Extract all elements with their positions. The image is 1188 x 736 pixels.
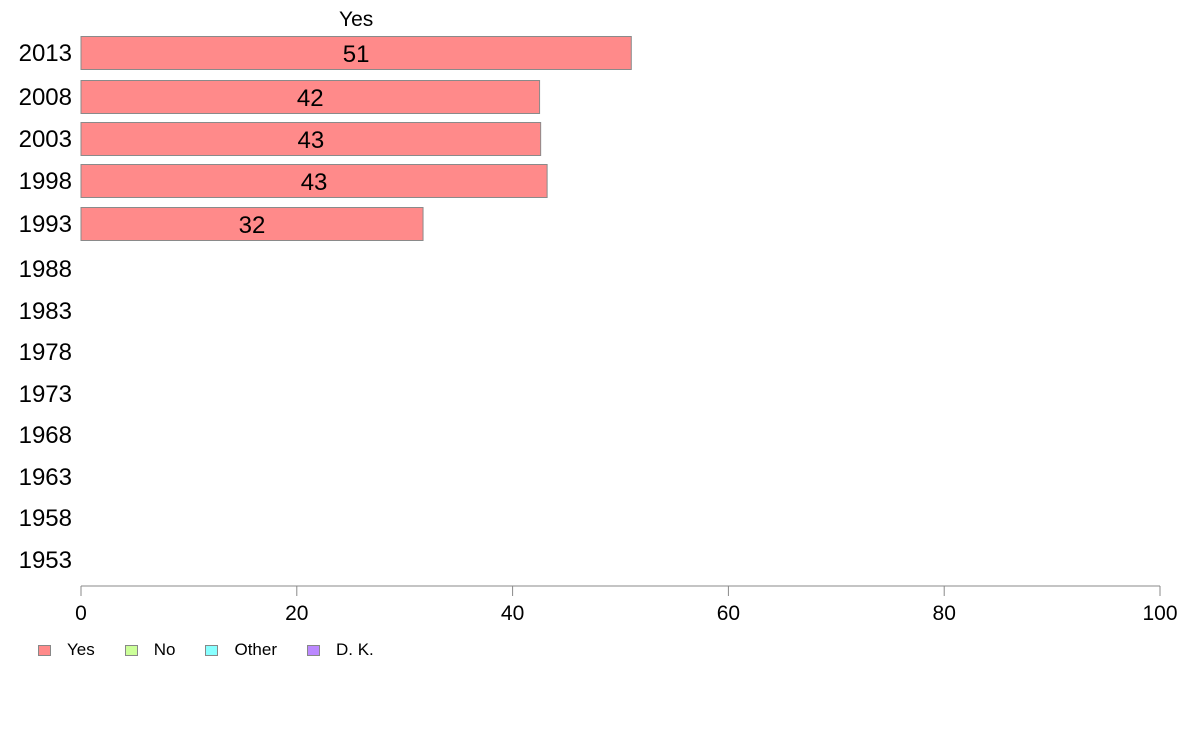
top-label: Yes xyxy=(339,8,373,31)
legend-item-dk: D. K. xyxy=(307,640,374,660)
bar xyxy=(80,122,542,156)
y-tick-label: 1968 xyxy=(19,422,72,449)
legend-item-yes: Yes xyxy=(38,640,95,660)
x-tick-label: 0 xyxy=(75,602,87,625)
legend-swatch-other xyxy=(205,644,219,656)
legend-label-dk: D. K. xyxy=(336,640,374,659)
bar xyxy=(80,36,632,70)
x-tick-label: 80 xyxy=(933,602,956,625)
legend-item-no: No xyxy=(124,640,176,660)
x-tick-label: 20 xyxy=(285,602,308,625)
legend-item-other: Other xyxy=(205,640,277,660)
data-label: 51 xyxy=(343,41,370,68)
bar xyxy=(80,164,548,198)
y-tick-label: 1993 xyxy=(19,211,72,238)
x-tick-label: 40 xyxy=(501,602,524,625)
y-tick-label: 2013 xyxy=(19,40,72,67)
y-tick-label: 1973 xyxy=(19,381,72,408)
y-tick-label: 1963 xyxy=(19,464,72,491)
y-tick-label: 1998 xyxy=(19,168,72,195)
legend-label-other: Other xyxy=(234,640,277,659)
legend-swatch-yes xyxy=(38,644,51,656)
legend-label-no: No xyxy=(153,640,176,659)
legend-swatch-no xyxy=(124,644,138,656)
y-tick-label: 1988 xyxy=(19,256,72,283)
data-label: 32 xyxy=(239,212,266,239)
legend-label-yes: Yes xyxy=(67,640,95,659)
y-tick-label: 1953 xyxy=(19,547,72,574)
data-label: 43 xyxy=(297,127,324,154)
x-tick-label: 60 xyxy=(717,602,740,625)
bar xyxy=(80,80,541,114)
x-tick-label: 100 xyxy=(1142,602,1177,625)
data-label: 42 xyxy=(297,85,324,112)
bar xyxy=(80,207,424,241)
y-tick-label: 2008 xyxy=(19,84,72,111)
y-tick-label: 1978 xyxy=(19,339,72,366)
y-tick-label: 1958 xyxy=(19,505,72,532)
legend-swatch-dk xyxy=(307,644,320,656)
legend: Yes No Other D. K. xyxy=(38,640,404,660)
y-tick-label: 1983 xyxy=(19,298,72,325)
data-label: 43 xyxy=(301,169,328,196)
y-tick-label: 2003 xyxy=(19,126,72,153)
